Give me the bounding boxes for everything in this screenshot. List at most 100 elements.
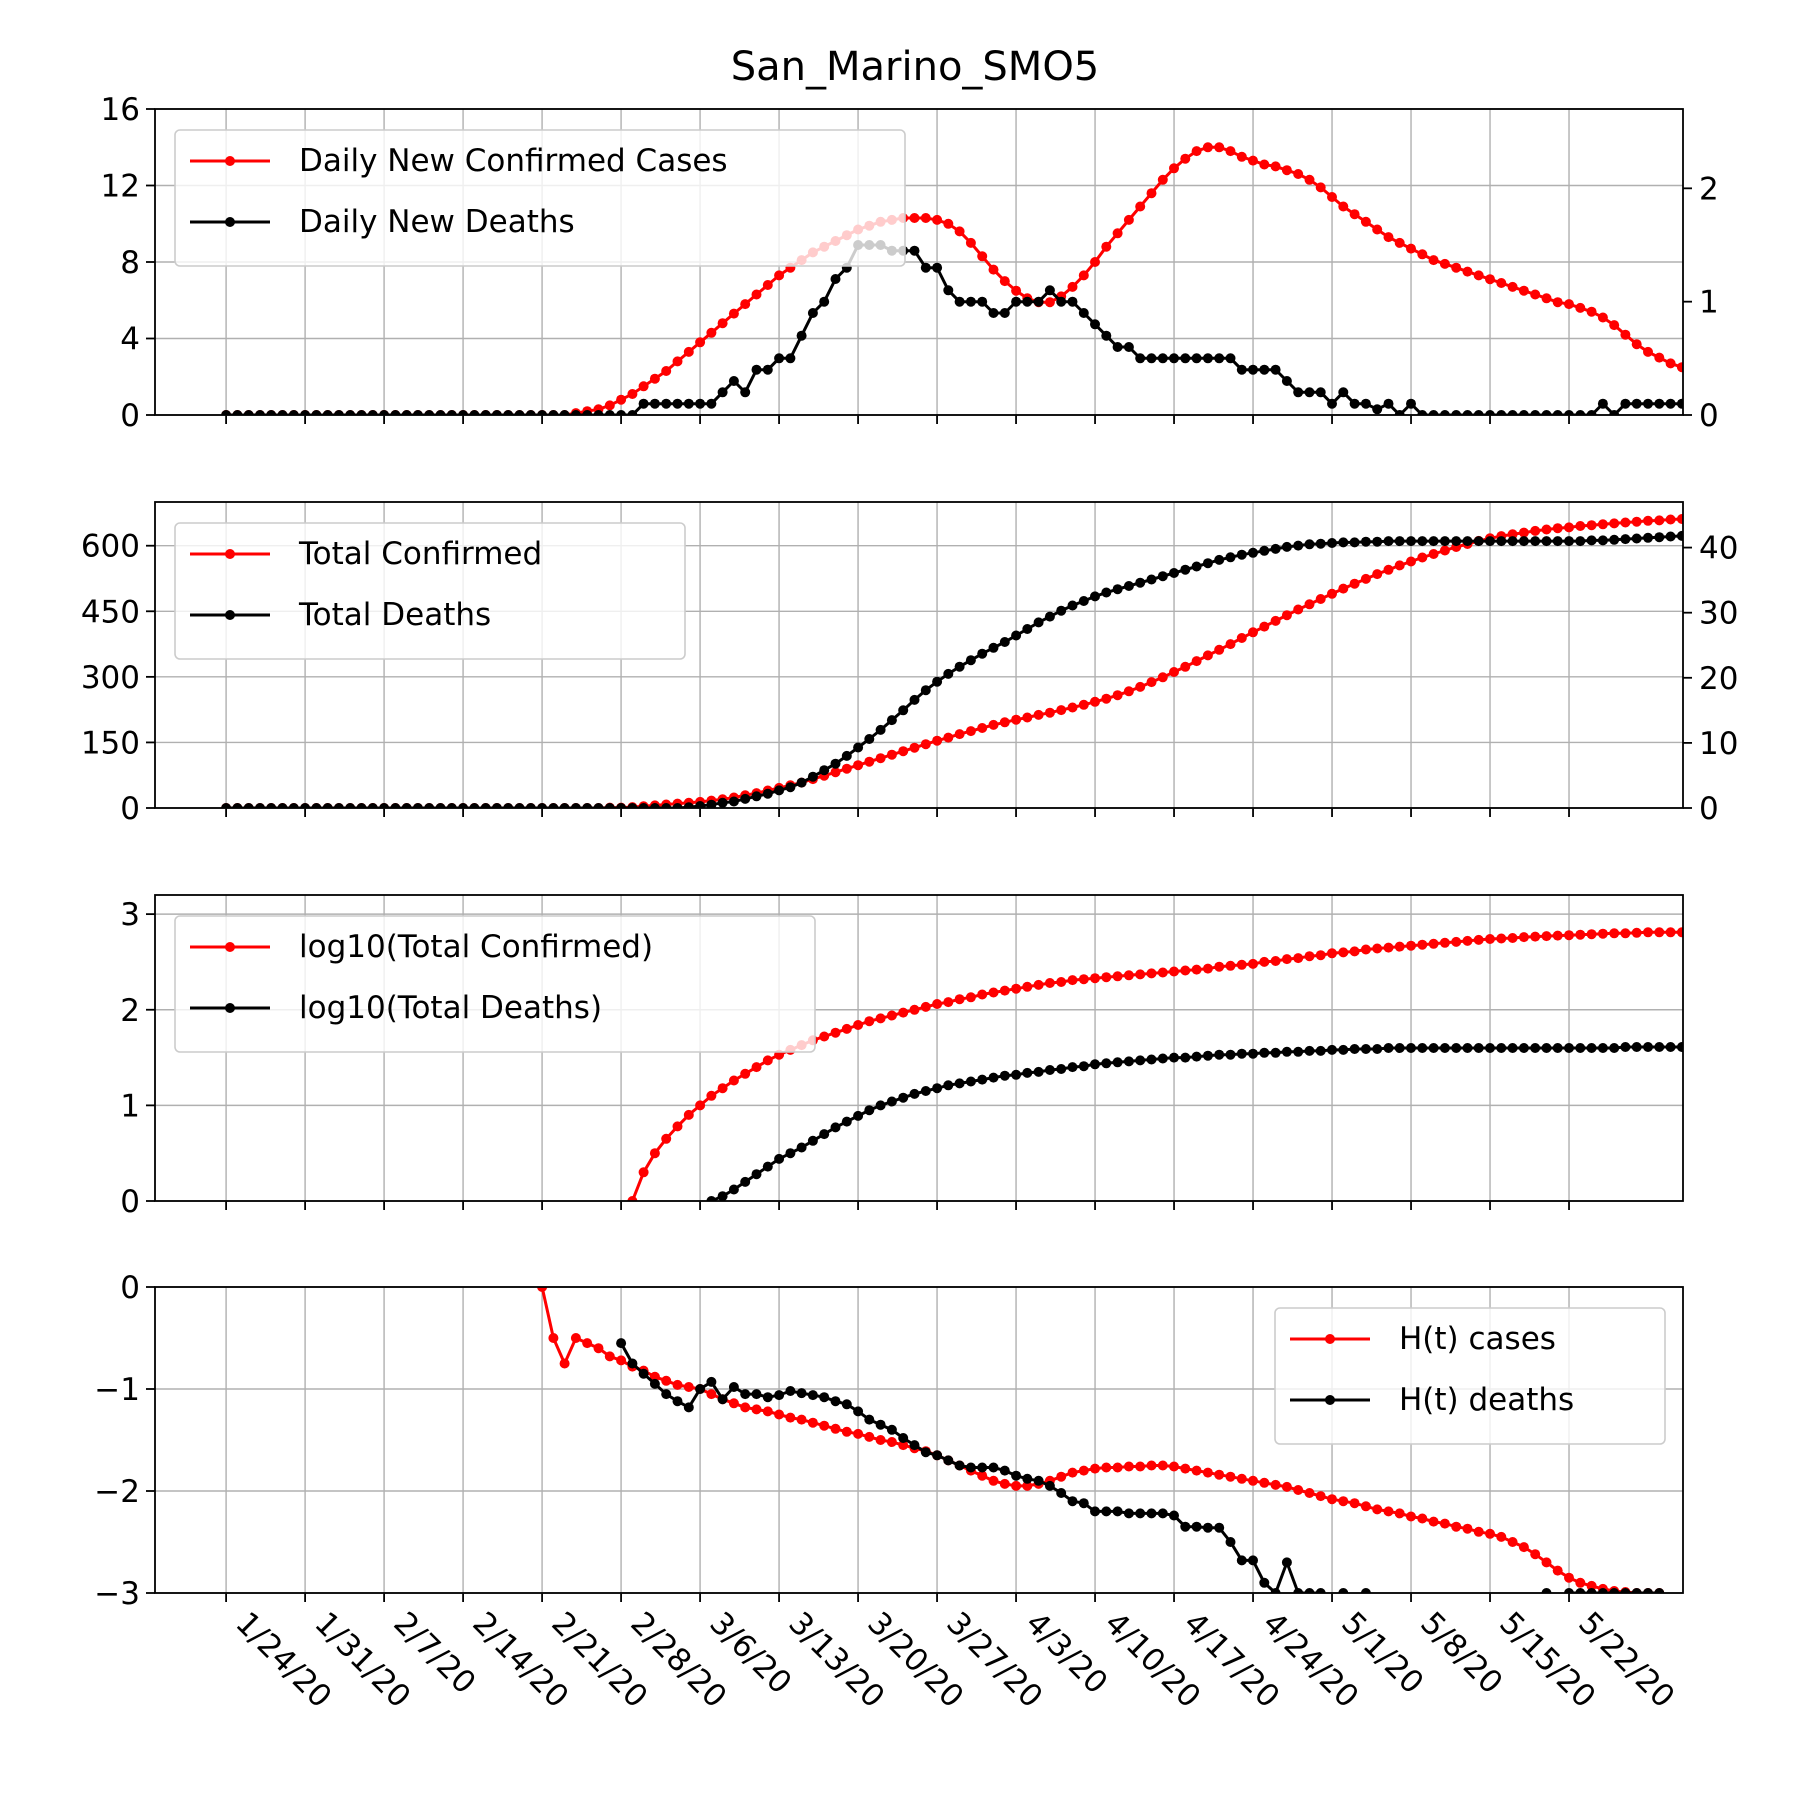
data-point	[1248, 1475, 1258, 1486]
data-point	[390, 410, 401, 415]
data-point	[1327, 398, 1337, 409]
data-point	[1169, 568, 1179, 578]
data-point	[875, 1435, 886, 1445]
data-point	[1552, 297, 1563, 308]
data-point	[864, 734, 875, 744]
legend-swatch-marker	[225, 610, 235, 620]
data-point	[661, 398, 672, 409]
data-point	[1676, 514, 1683, 524]
data-point	[830, 1027, 841, 1038]
data-point	[954, 226, 965, 237]
data-point	[1722, 926, 1732, 936]
data-point	[1745, 378, 1755, 388]
data-point	[932, 676, 943, 687]
data-point	[1360, 536, 1371, 547]
data-point	[1586, 1580, 1597, 1591]
data-point	[537, 410, 548, 415]
data-point	[1643, 1588, 1653, 1593]
data-point	[1564, 522, 1574, 533]
data-point	[1564, 299, 1574, 310]
data-point	[1507, 410, 1518, 415]
data-point	[1056, 296, 1067, 307]
data-point	[1597, 1588, 1608, 1593]
data-point	[266, 803, 277, 808]
data-point	[830, 758, 841, 769]
data-point	[582, 1338, 593, 1349]
y-tick-label-left: 8	[120, 245, 140, 281]
data-point	[819, 1031, 830, 1042]
data-point	[1078, 270, 1089, 281]
data-point	[1169, 966, 1179, 977]
data-point	[740, 299, 751, 310]
data-point	[796, 1414, 807, 1425]
data-point	[1462, 410, 1473, 415]
data-point	[728, 308, 739, 319]
data-point	[920, 1447, 931, 1458]
data-point	[1676, 362, 1683, 373]
data-point	[1236, 1473, 1247, 1484]
data-point	[593, 1343, 604, 1354]
data-point	[1406, 536, 1416, 547]
data-point	[1575, 536, 1586, 547]
data-point	[333, 803, 344, 808]
data-point	[243, 803, 254, 808]
data-point	[1654, 398, 1665, 409]
data-point	[1078, 1498, 1089, 1509]
data-point	[1507, 1537, 1518, 1547]
data-point	[932, 262, 943, 273]
data-point	[1259, 159, 1270, 170]
data-point	[762, 1161, 773, 1172]
data-point	[1428, 938, 1439, 949]
data-point	[1033, 1475, 1044, 1486]
data-point	[1372, 536, 1383, 547]
data-point	[830, 1396, 841, 1407]
data-point	[1281, 1046, 1292, 1057]
data-point	[1756, 378, 1766, 388]
data-point	[1428, 536, 1439, 547]
data-point	[277, 410, 288, 415]
legend-swatch-marker	[225, 217, 235, 227]
data-point	[886, 1010, 897, 1021]
data-point	[1225, 146, 1236, 157]
data-point	[1654, 352, 1665, 363]
data-point	[1191, 656, 1202, 667]
data-point	[943, 285, 954, 296]
data-point	[683, 398, 694, 409]
data-point	[1360, 573, 1371, 584]
data-point	[1259, 545, 1270, 556]
data-point	[728, 1382, 739, 1392]
data-point	[1327, 1494, 1337, 1505]
data-point	[841, 763, 852, 774]
data-point	[1564, 536, 1574, 547]
data-point	[1090, 1463, 1100, 1474]
data-point	[672, 803, 683, 808]
data-point	[401, 410, 412, 415]
data-point	[604, 803, 615, 808]
data-point	[1496, 536, 1507, 547]
data-point	[345, 803, 356, 808]
data-point	[627, 389, 638, 399]
data-point	[1530, 536, 1541, 547]
data-point	[1033, 1066, 1044, 1077]
data-point	[1496, 1531, 1507, 1542]
data-point	[1090, 1059, 1100, 1070]
data-point	[1575, 1043, 1586, 1053]
data-point	[1225, 1537, 1236, 1547]
data-point	[1293, 604, 1304, 615]
data-point	[1439, 258, 1450, 269]
data-point	[954, 661, 965, 672]
data-point	[649, 373, 660, 384]
data-point	[1485, 1043, 1495, 1053]
data-point	[1767, 379, 1777, 389]
data-point	[1552, 1565, 1563, 1576]
data-point	[999, 276, 1010, 287]
data-point	[367, 803, 378, 808]
data-point	[649, 803, 660, 808]
data-point	[221, 803, 232, 808]
data-point	[728, 796, 739, 807]
data-point	[1202, 142, 1213, 153]
data-point	[1733, 376, 1743, 386]
data-point	[1485, 536, 1495, 547]
data-point	[1665, 398, 1676, 409]
